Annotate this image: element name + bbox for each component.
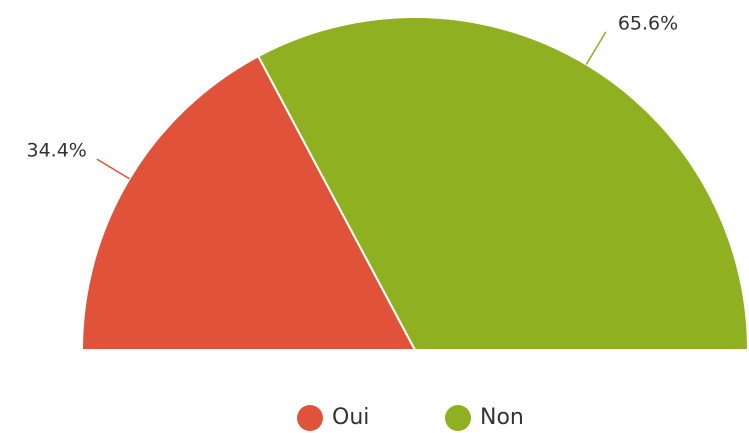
- leader-line: [585, 31, 607, 65]
- pie-slice: [256, 16, 749, 351]
- legend-label: Oui: [332, 405, 369, 430]
- leader-line: [96, 158, 130, 180]
- data-label: 34.4%: [26, 140, 86, 162]
- pie-slice: [80, 54, 417, 351]
- legend-marker: [445, 405, 471, 431]
- data-label: 65.6%: [618, 12, 678, 34]
- legend-label: Non: [480, 405, 524, 430]
- legend-marker: [297, 405, 323, 431]
